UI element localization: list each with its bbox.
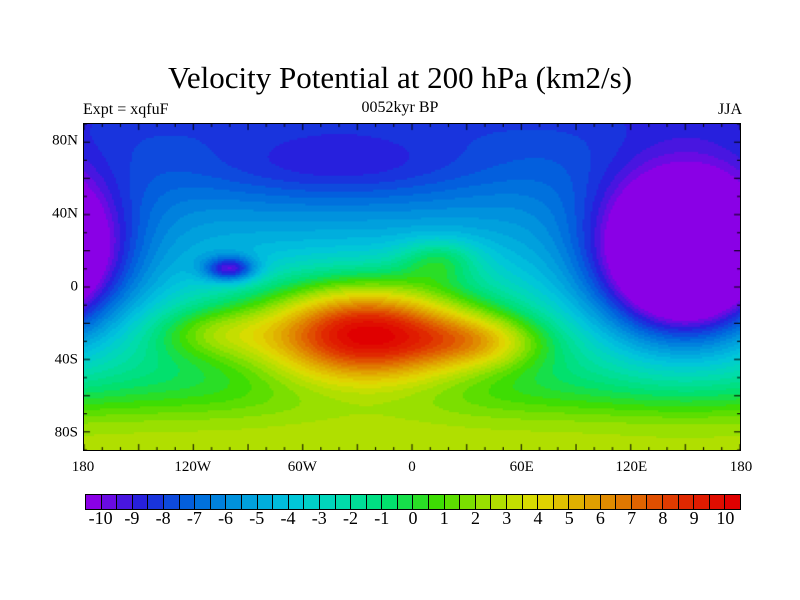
time-label: 0052kyr BP (361, 99, 439, 116)
colorbar-box (319, 495, 336, 509)
colorbar-box (631, 495, 648, 509)
colorbar-box (616, 495, 632, 509)
colorbar-box (382, 495, 398, 509)
colorbar-box (351, 495, 367, 509)
colorbar-label: -6 (218, 508, 234, 528)
colorbar-label: -9 (124, 508, 140, 528)
colorbar (85, 494, 741, 510)
colorbar-box (429, 495, 445, 509)
colorbar-box (257, 495, 274, 509)
colorbar-box (460, 495, 476, 509)
colorbar-box (86, 495, 102, 509)
colorbar-label: 2 (470, 508, 480, 528)
x-tick-label: 120W (174, 459, 211, 475)
colorbar-box (585, 495, 601, 509)
colorbar-label: 4 (533, 508, 543, 528)
colorbar-box (647, 495, 663, 509)
colorbar-label: -3 (311, 508, 327, 528)
colorbar-box (662, 495, 679, 509)
chart-title: Velocity Potential at 200 hPa (km2/s) (167, 60, 633, 95)
x-tick-label: 60E (509, 459, 534, 475)
y-tick-label: 0 (70, 278, 79, 295)
colorbar-box (273, 495, 289, 509)
colorbar-box (335, 495, 352, 509)
colorbar-box (195, 495, 211, 509)
colorbar-box (553, 495, 570, 509)
colorbar-box (678, 495, 695, 509)
colorbar-label: -10 (88, 508, 113, 528)
y-tick-label: 40S (54, 351, 78, 368)
colorbar-label: 10 (716, 508, 735, 528)
colorbar-box (366, 495, 383, 509)
colorbar-label: -7 (186, 508, 202, 528)
colorbar-box (709, 495, 726, 509)
colorbar-box (569, 495, 585, 509)
colorbar-label: -1 (374, 508, 390, 528)
colorbar-box (117, 495, 133, 509)
colorbar-box (507, 495, 523, 509)
colorbar-box (600, 495, 617, 509)
colorbar-box (491, 495, 508, 509)
colorbar-label: -8 (155, 508, 171, 528)
colorbar-box (538, 495, 554, 509)
colorbar-box (725, 495, 740, 509)
x-tick-label: 0 (408, 459, 416, 475)
colorbar-box (475, 495, 492, 509)
colorbar-label: -4 (280, 508, 296, 528)
y-tick-label: 40N (52, 205, 78, 222)
colorbar-box (101, 495, 118, 509)
colorbar-box (132, 495, 149, 509)
x-tick-label: 180 (729, 459, 753, 475)
contour-map (83, 123, 741, 451)
x-tick-label: 120E (615, 459, 648, 475)
season-label: JJA (717, 101, 742, 118)
colorbar-box (397, 495, 414, 509)
colorbar-label: 3 (502, 508, 512, 528)
colorbar-box (522, 495, 539, 509)
colorbar-label: 9 (689, 508, 699, 528)
colorbar-box (148, 495, 164, 509)
colorbar-box (413, 495, 430, 509)
colorbar-box (226, 495, 242, 509)
y-tick-label: 80N (52, 132, 78, 149)
colorbar-label: 0 (408, 508, 418, 528)
colorbar-label: 8 (658, 508, 668, 528)
colorbar-label: -2 (343, 508, 359, 528)
colorbar-label: -5 (249, 508, 265, 528)
colorbar-box (444, 495, 461, 509)
colorbar-box (210, 495, 227, 509)
colorbar-label: 1 (439, 508, 449, 528)
colorbar-box (694, 495, 710, 509)
colorbar-box (163, 495, 180, 509)
x-tick-label: 60W (287, 459, 317, 475)
colorbar-label: 6 (595, 508, 605, 528)
colorbar-box (288, 495, 305, 509)
x-tick-label: 180 (71, 459, 95, 475)
colorbar-box (241, 495, 258, 509)
colorbar-box (304, 495, 320, 509)
y-tick-label: 80S (54, 424, 78, 441)
colorbar-box (179, 495, 196, 509)
colorbar-label: 7 (627, 508, 637, 528)
experiment-label: Expt = xqfuF (83, 101, 169, 118)
colorbar-label: 5 (564, 508, 574, 528)
